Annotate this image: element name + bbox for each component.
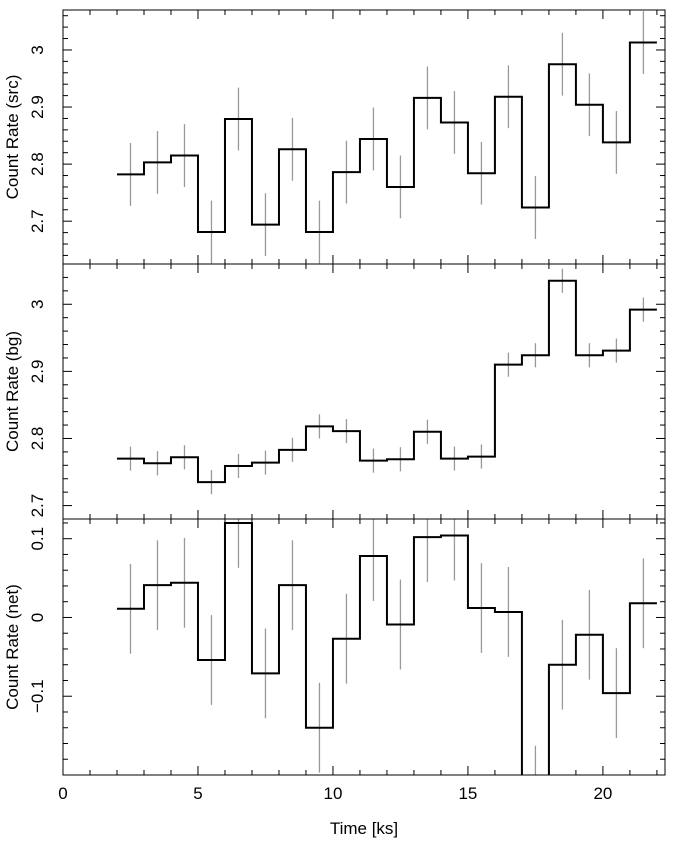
panel-2-y-tick-label-0: −0.1 [28,679,47,713]
panel-1-y-tick-label-2: 2.9 [28,360,47,384]
panel-2-step-line [116,521,657,775]
x-tick-label-3: 15 [458,784,477,803]
panel-0-y-tick-label-2: 2.9 [28,95,47,119]
panel-1-y-tick-label-3: 3 [28,300,47,309]
panel-1-y-axis-label: Count Rate (bg) [3,331,22,452]
panel-0-y-tick-label-0: 2.7 [28,209,47,233]
panel-2-y-tick-label-1: 0 [28,613,47,622]
panel-0-y-tick-label-1: 2.8 [28,152,47,176]
panel-1-y-tick-label-1: 2.8 [28,427,47,451]
panel-0-y-axis-label: Count Rate (src) [3,75,22,200]
x-tick-label-1: 5 [193,784,202,803]
x-tick-label-2: 10 [323,784,342,803]
panel-0-frame [62,9,666,265]
panel-1-step-line [116,279,657,484]
panel-1-y-tick-label-0: 2.7 [28,494,47,518]
panel-2-frame [62,518,666,776]
panel-2-y-tick-label-2: 0.1 [28,527,47,551]
x-tick-label-0: 0 [58,784,67,803]
panel-2-y-axis-label: Count Rate (net) [3,584,22,710]
panel-0-y-tick-label-3: 3 [28,45,47,54]
panel-0-step-line [116,41,657,234]
x-tick-label-4: 20 [593,784,612,803]
panel-1-frame [62,263,666,520]
x-axis-label: Time [ks] [330,819,398,838]
